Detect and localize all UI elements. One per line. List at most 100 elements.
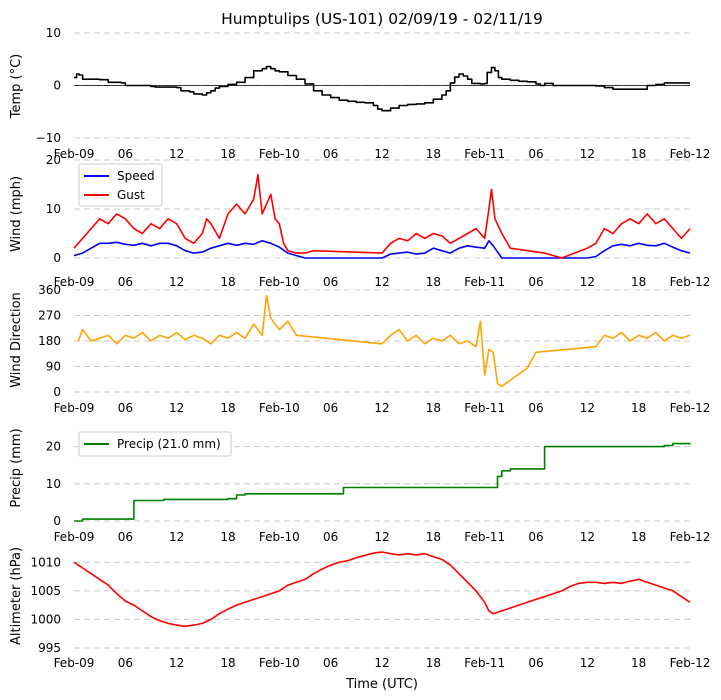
x-tick-label: 06 xyxy=(323,147,338,161)
x-tick-label: 18 xyxy=(426,401,441,415)
x-tick-label: 18 xyxy=(220,656,235,670)
x-tick-label: 06 xyxy=(118,401,133,415)
x-tick-label: 18 xyxy=(631,275,646,289)
x-tick-label: Feb-10 xyxy=(259,656,300,670)
x-tick-label: 12 xyxy=(580,147,595,161)
x-tick-label: Feb-11 xyxy=(464,530,505,544)
x-tick-label: 06 xyxy=(323,275,338,289)
x-tick-label: 12 xyxy=(374,656,389,670)
y-tick-label: 10 xyxy=(46,202,61,216)
x-tick-label: 12 xyxy=(169,147,184,161)
legend-box xyxy=(78,431,232,457)
x-tick-label: 12 xyxy=(169,530,184,544)
series-line-gust xyxy=(73,173,691,259)
panel-direction: 360 270 180 90 0 Wind Direction Feb-09 06 12 18 Fe… xyxy=(9,283,710,415)
panel-wind: 20 10 0 Wind (mph) Feb-09 06 12 18 Feb-10 06 12 18 F… xyxy=(9,153,710,289)
x-tick-label: 12 xyxy=(169,401,184,415)
series-line-direction xyxy=(77,294,691,388)
x-tick-label: 06 xyxy=(323,401,338,415)
x-tick-label: 18 xyxy=(631,656,646,670)
y-axis-label: Precip (mm) xyxy=(9,428,24,507)
x-tick-label: Feb-12 xyxy=(670,656,711,670)
y-axis-label: Temp (°C) xyxy=(9,54,24,120)
x-tick-label: Feb-09 xyxy=(54,530,95,544)
y-tick-label: 180 xyxy=(38,334,61,348)
series-line-precip-21-0-mm xyxy=(74,442,691,522)
x-tick-label: 06 xyxy=(118,147,133,161)
panel-temp: 10 0 −10 Temp (°C) Feb-09 06 12 18 Feb-10 06 12 18 F… xyxy=(9,26,710,161)
y-axis-label: Wind (mph) xyxy=(9,176,24,252)
chart-title: Humptulips (US-101) 02/09/19 - 02/11/19 xyxy=(221,10,543,28)
y-tick-label: 10 xyxy=(46,26,61,40)
x-tick-label: 06 xyxy=(528,656,543,670)
legend-label: Speed xyxy=(117,169,155,183)
x-tick-label: 18 xyxy=(220,147,235,161)
panel-precip: 20 10 0 Precip (mm) Feb-09 06 12 18 Feb-10 06 12 18… xyxy=(9,428,710,544)
x-tick-label: 12 xyxy=(580,656,595,670)
chart-panels: 10 0 −10 Temp (°C) Feb-09 06 12 18 Feb-10 06 12 18 F… xyxy=(9,26,710,670)
x-tick-label: 12 xyxy=(580,275,595,289)
x-tick-label: 12 xyxy=(374,147,389,161)
x-tick-label: 18 xyxy=(220,530,235,544)
series-line-speed xyxy=(73,240,691,259)
x-tick-label: Feb-11 xyxy=(464,656,505,670)
legend-label: Gust xyxy=(117,188,145,202)
x-tick-label: 18 xyxy=(220,275,235,289)
y-tick-label: −10 xyxy=(36,131,61,145)
x-tick-label: Feb-11 xyxy=(464,401,505,415)
x-tick-label: 06 xyxy=(118,530,133,544)
y-tick-label: 0 xyxy=(53,251,61,265)
x-tick-label: 18 xyxy=(426,275,441,289)
x-tick-label: Feb-12 xyxy=(670,147,711,161)
x-tick-label: 18 xyxy=(426,656,441,670)
x-tick-label: Feb-12 xyxy=(670,401,711,415)
x-axis-label: Time (UTC) xyxy=(345,677,418,692)
y-tick-label: 1010 xyxy=(30,555,61,569)
x-tick-label: 06 xyxy=(528,147,543,161)
x-tick-label: 18 xyxy=(631,401,646,415)
y-tick-label: 995 xyxy=(38,641,61,655)
x-tick-label: Feb-11 xyxy=(464,147,505,161)
y-axis-label: Wind Direction xyxy=(9,292,24,388)
x-tick-label: 12 xyxy=(169,275,184,289)
panel-altimeter: 1010 1005 1000 995 Altimeter (hPa) Feb-09 06 12… xyxy=(9,547,710,670)
series-line-temp xyxy=(74,65,690,112)
x-tick-label: 12 xyxy=(580,530,595,544)
x-tick-label: Feb-10 xyxy=(259,401,300,415)
x-tick-label: Feb-09 xyxy=(54,147,95,161)
x-tick-label: 06 xyxy=(323,530,338,544)
y-tick-label: 0 xyxy=(53,79,61,93)
y-axis-label: Altimeter (hPa) xyxy=(9,547,24,645)
y-tick-label: 1005 xyxy=(30,584,61,598)
x-tick-label: 06 xyxy=(528,530,543,544)
y-tick-label: 0 xyxy=(53,514,61,528)
x-tick-label: 06 xyxy=(118,656,133,670)
x-tick-label: Feb-09 xyxy=(54,275,95,289)
x-tick-label: Feb-12 xyxy=(670,530,711,544)
x-tick-label: 12 xyxy=(374,530,389,544)
x-tick-label: Feb-12 xyxy=(670,275,711,289)
y-tick-label: 20 xyxy=(46,153,61,167)
x-tick-label: Feb-10 xyxy=(259,147,300,161)
x-tick-label: 06 xyxy=(528,401,543,415)
x-tick-label: 18 xyxy=(426,147,441,161)
y-tick-label: 1000 xyxy=(30,612,61,626)
legend-label: Precip (21.0 mm) xyxy=(117,437,221,451)
x-tick-label: 18 xyxy=(631,530,646,544)
x-tick-label: 18 xyxy=(426,530,441,544)
x-tick-label: 06 xyxy=(118,275,133,289)
y-tick-label: 20 xyxy=(46,440,61,454)
y-tick-label: 270 xyxy=(38,309,61,323)
x-tick-label: 18 xyxy=(631,147,646,161)
x-tick-label: Feb-09 xyxy=(54,656,95,670)
y-tick-label: 10 xyxy=(46,477,61,491)
x-tick-label: 12 xyxy=(580,401,595,415)
x-tick-label: 06 xyxy=(528,275,543,289)
x-tick-label: Feb-11 xyxy=(464,275,505,289)
x-tick-label: Feb-10 xyxy=(259,530,300,544)
y-tick-label: 360 xyxy=(38,283,61,297)
x-tick-label: 12 xyxy=(374,401,389,415)
x-tick-label: 18 xyxy=(220,401,235,415)
y-tick-label: 90 xyxy=(46,360,61,374)
